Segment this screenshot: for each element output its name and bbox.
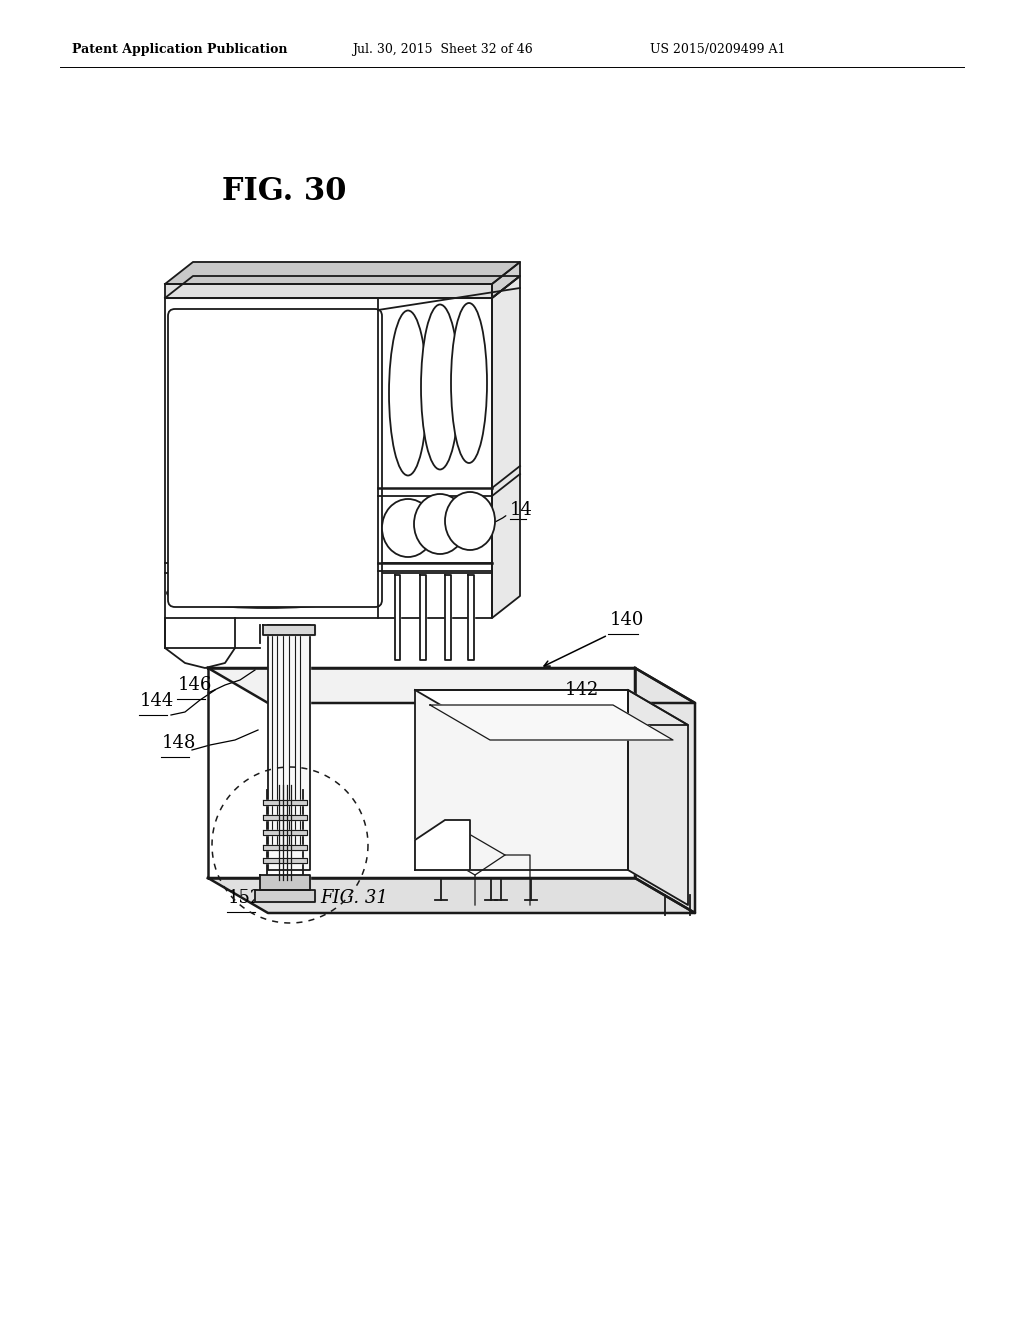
Polygon shape bbox=[420, 576, 426, 660]
Polygon shape bbox=[445, 576, 451, 660]
Text: 14: 14 bbox=[510, 502, 532, 519]
Ellipse shape bbox=[445, 492, 495, 550]
Polygon shape bbox=[468, 576, 474, 660]
Polygon shape bbox=[628, 690, 688, 906]
Text: 152: 152 bbox=[228, 888, 262, 907]
Text: 142: 142 bbox=[565, 681, 599, 700]
Ellipse shape bbox=[167, 578, 367, 609]
Polygon shape bbox=[492, 261, 520, 298]
Polygon shape bbox=[415, 820, 470, 870]
Text: FIG. 30: FIG. 30 bbox=[222, 176, 346, 207]
Polygon shape bbox=[263, 624, 315, 635]
Polygon shape bbox=[165, 284, 492, 298]
Polygon shape bbox=[208, 878, 695, 913]
Polygon shape bbox=[255, 890, 315, 902]
Polygon shape bbox=[165, 261, 520, 284]
Text: FIG. 31: FIG. 31 bbox=[319, 888, 388, 907]
Polygon shape bbox=[208, 668, 635, 878]
Polygon shape bbox=[208, 668, 695, 704]
Polygon shape bbox=[263, 845, 307, 850]
Ellipse shape bbox=[389, 310, 427, 475]
Polygon shape bbox=[415, 690, 688, 725]
Text: 148: 148 bbox=[162, 734, 197, 752]
Text: US 2015/0209499 A1: US 2015/0209499 A1 bbox=[650, 44, 785, 55]
Ellipse shape bbox=[382, 499, 434, 557]
Polygon shape bbox=[165, 276, 520, 298]
Polygon shape bbox=[165, 298, 492, 618]
Polygon shape bbox=[263, 814, 307, 820]
Ellipse shape bbox=[451, 304, 487, 463]
Text: 18: 18 bbox=[272, 441, 295, 459]
Text: Patent Application Publication: Patent Application Publication bbox=[72, 44, 288, 55]
Text: 16: 16 bbox=[415, 385, 438, 404]
Polygon shape bbox=[415, 690, 628, 870]
Polygon shape bbox=[263, 800, 307, 805]
Polygon shape bbox=[260, 875, 310, 890]
Polygon shape bbox=[430, 705, 673, 741]
Polygon shape bbox=[263, 830, 307, 836]
Polygon shape bbox=[268, 624, 310, 870]
Polygon shape bbox=[635, 668, 695, 913]
Text: 140: 140 bbox=[610, 611, 644, 630]
Text: Jul. 30, 2015  Sheet 32 of 46: Jul. 30, 2015 Sheet 32 of 46 bbox=[352, 44, 532, 55]
Polygon shape bbox=[492, 276, 520, 618]
FancyBboxPatch shape bbox=[168, 309, 382, 607]
Text: 144: 144 bbox=[140, 692, 174, 710]
Polygon shape bbox=[395, 576, 400, 660]
Ellipse shape bbox=[421, 305, 459, 470]
Text: 146: 146 bbox=[178, 676, 212, 694]
Ellipse shape bbox=[414, 494, 466, 554]
Polygon shape bbox=[263, 858, 307, 863]
